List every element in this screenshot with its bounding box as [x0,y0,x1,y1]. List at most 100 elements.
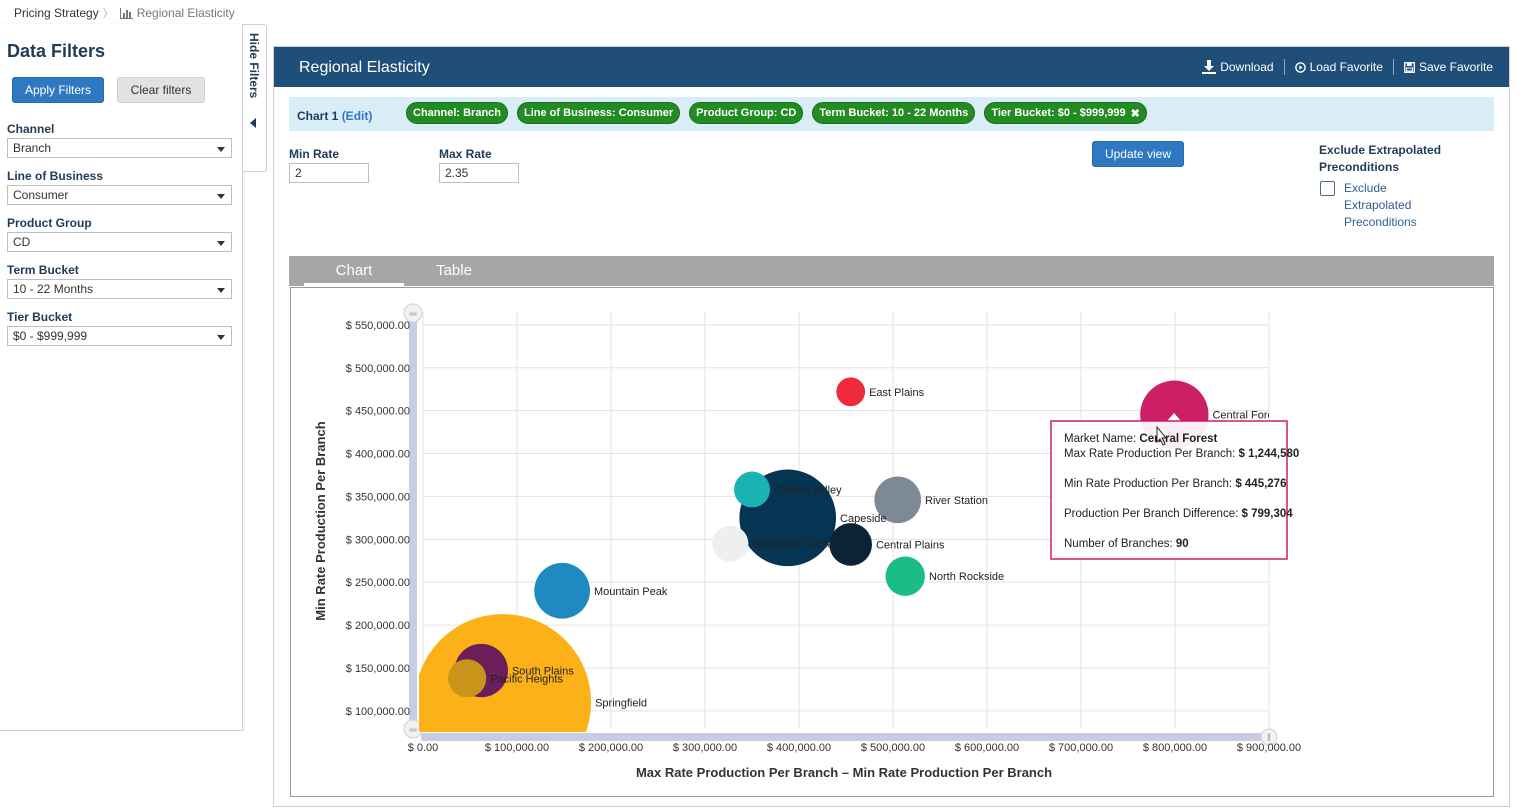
y-tick-label: $ 250,000.00 [346,577,410,589]
bubble-springfield[interactable] [415,614,592,790]
chart-container: ═ ═ ‖ $ 0.00 $ 100,000.00 $ 200,000.00 $ 30… [290,287,1494,797]
x-axis-title: Max Rate Production Per Branch – Min Rat… [636,765,1052,780]
filter-pill-product-group[interactable]: Product Group: CD [689,102,804,124]
sidebar-title: Data Filters [7,41,106,61]
channel-select-value: Branch [13,141,52,155]
x-scroll-handle-right[interactable] [1260,728,1278,746]
tooltip-min-label: Min Rate Production Per Branch: [1064,478,1235,490]
clear-filters-button[interactable]: Clear filters [117,77,205,103]
tooltip-market-label: Market Name: [1064,433,1139,445]
x-tick-label: $ 600,000.00 [955,742,1019,754]
bubble-university-center[interactable] [712,525,749,562]
chart-name-label: Chart 1 [297,109,339,123]
bubble-central-plains[interactable] [829,523,872,566]
filter-pill-line-of-business[interactable]: Line of Business: Consumer [517,102,681,124]
y-tick-label: $ 200,000.00 [346,620,410,632]
apply-filters-button[interactable]: Apply Filters [12,77,104,103]
y-axis-scrollbar[interactable] [409,316,417,734]
bubble-north-rockside[interactable] [885,556,925,596]
download-icon [1202,60,1217,74]
x-tick-label: $ 300,000.00 [673,742,737,754]
tooltip-line-branches: Number of Branches: 90 [1064,538,1189,550]
caret-down-icon [217,335,225,340]
tooltip-min-value: $ 445,276 [1235,478,1286,490]
x-tick-label: $ 0.00 [408,742,439,754]
collapse-left-icon [250,118,256,128]
bubble-pacific-heights[interactable] [448,659,487,698]
tab-table[interactable]: Table [436,262,472,279]
exclude-extrapolated-checkbox[interactable] [1320,181,1335,196]
hide-filters-label: Hide Filters [247,33,261,99]
product-group-label: Product Group [7,216,92,230]
load-favorite-button[interactable]: Load Favorite [1294,60,1383,74]
bubble-mountain-peak[interactable] [534,562,591,619]
y-tick-label: $ 100,000.00 [346,706,410,718]
line-of-business-select-value: Consumer [13,188,69,202]
breadcrumb-root[interactable]: Pricing Strategy [14,6,99,20]
product-group-select[interactable]: CD [7,232,232,252]
tooltip-box [1050,420,1288,560]
tooltip-line-diff: Production Per Branch Difference: $ 799,… [1064,508,1293,520]
tier-bucket-select-value: $0 - $999,999 [13,329,88,343]
mouse-cursor-icon [1156,425,1168,446]
caret-down-icon [217,194,225,199]
filter-pill-term-bucket[interactable]: Term Bucket: 10 - 22 Months [812,102,976,124]
tooltip-max-label: Max Rate Production Per Branch: [1064,448,1239,460]
bubble-label: River Station [925,495,988,507]
bubble-label: North Rockside [929,571,1004,583]
action-divider [1283,59,1285,75]
action-divider [1392,59,1394,75]
download-button[interactable]: Download [1202,60,1274,74]
x-tick-label: $ 200,000.00 [579,742,643,754]
min-rate-label: Min Rate [289,147,340,161]
filter-pill-channel[interactable]: Channel: Branch [406,102,509,124]
bubble-central-valley[interactable] [734,471,770,508]
hide-filters-toggle[interactable]: Hide Filters [243,24,267,172]
breadcrumb: Pricing Strategy 〉 Regional Elasticity [14,5,235,21]
main-panel: Regional Elasticity Download Load Favori… [273,46,1510,807]
y-tick-label: $ 150,000.00 [346,663,410,675]
grip-icon: ‖ [1267,733,1271,744]
tooltip-diff-label: Production Per Branch Difference: [1064,508,1242,520]
x-tick-label: $ 400,000.00 [767,742,831,754]
term-bucket-select[interactable]: 10 - 22 Months [7,279,232,299]
filters-sidebar: Data Filters Apply Filters Clear filters… [0,24,243,731]
tier-bucket-label: Tier Bucket [7,310,73,324]
caret-down-icon [217,288,225,293]
channel-label: Channel [7,122,55,136]
download-label: Download [1220,60,1274,74]
product-group-select-value: CD [13,235,31,249]
panel-header: Regional Elasticity Download Load Favori… [274,47,1509,87]
term-bucket-select-value: 10 - 22 Months [13,282,94,296]
edit-chart-link[interactable]: (Edit) [341,109,373,123]
remove-filter-icon[interactable]: ✖ [1130,108,1140,120]
bubble-chart: ═ ═ ‖ $ 0.00 $ 100,000.00 $ 200,000.00 $ 30… [313,303,1301,790]
tier-bucket-select[interactable]: $0 - $999,999 [7,326,232,346]
tooltip-diff-value: $ 799,304 [1242,508,1294,520]
line-of-business-select[interactable]: Consumer [7,185,232,205]
bubble-east-plains[interactable] [836,377,866,407]
tooltip-branches-label: Number of Branches: [1064,538,1176,550]
line-of-business-label: Line of Business [7,169,104,183]
filter-pills: Channel: Branch Line of Business: Consum… [406,102,1156,124]
x-axis-scrollbar[interactable] [421,733,1269,741]
breadcrumb-current-label: Regional Elasticity [136,6,235,20]
tab-chart[interactable]: Chart [304,256,404,286]
save-favorite-button[interactable]: Save Favorite [1404,60,1493,74]
tooltip-market-value: Central Forest [1139,433,1217,445]
bubble-label: Central Valley [774,485,842,497]
y-scroll-handle-top[interactable] [403,303,423,323]
max-rate-input[interactable] [439,163,519,183]
bubble-label: Pacific Heights [490,673,563,685]
update-view-button[interactable]: Update view [1092,141,1184,167]
channel-select[interactable]: Branch [7,138,232,158]
panel-title: Regional Elasticity [299,59,430,76]
filter-pill-tier-bucket[interactable]: Tier Bucket: $0 - $999,999 ✖ [984,102,1147,124]
y-axis-title: Min Rate Production Per Branch [313,421,328,620]
bubble-label: East Plains [869,387,925,399]
min-rate-input[interactable] [289,163,369,183]
exclude-extrapolated-label[interactable]: Exclude Extrapolated Preconditions [1344,181,1417,229]
tooltip-branches-value: 90 [1176,538,1189,550]
grip-icon: ═ [408,725,417,736]
bubble-river-station[interactable] [874,476,922,524]
